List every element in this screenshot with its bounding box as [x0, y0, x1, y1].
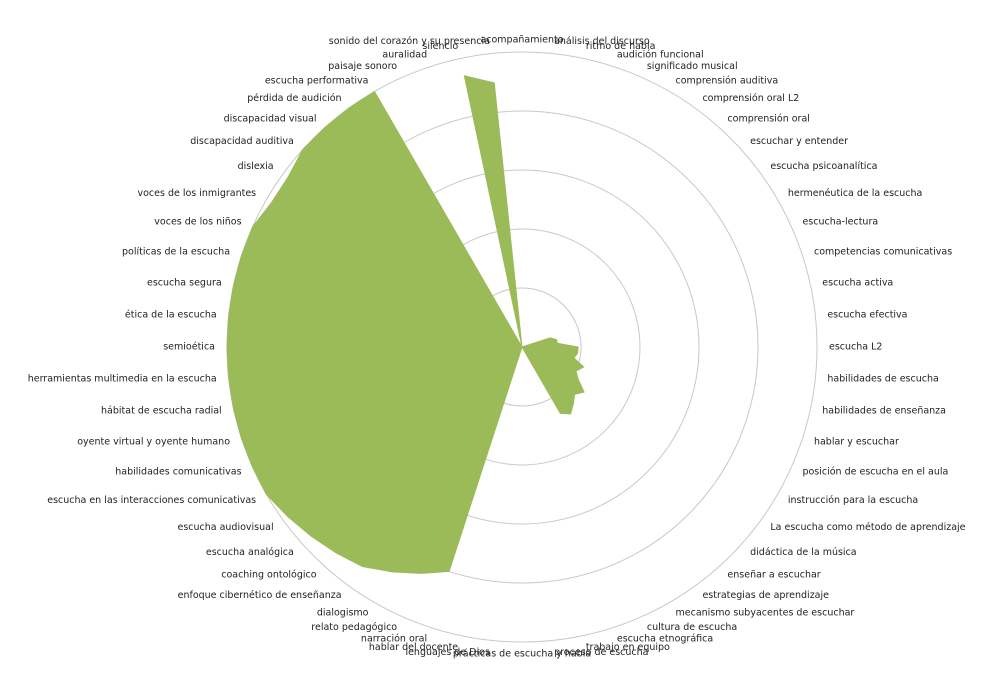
category-label: discapacidad visual — [224, 113, 317, 124]
category-label: habilidades comunicativas — [115, 466, 241, 477]
category-label: lenguajes de Dios — [405, 647, 489, 658]
category-label: voces de los niños — [154, 217, 241, 228]
category-label: narración oral — [361, 633, 427, 644]
category-label: mecanismo subyacentes de escuchar — [676, 607, 855, 618]
category-label: hábitat de escucha radial — [101, 405, 222, 416]
category-label: oyente virtual y oyente humano — [77, 436, 230, 447]
category-label: escucha-lectura — [802, 217, 878, 228]
category-label: pérdida de audición — [247, 93, 341, 104]
category-label: coaching ontológico — [221, 570, 317, 581]
category-label: escucha audiovisual — [177, 522, 273, 533]
category-label: escucha segura — [147, 278, 222, 289]
category-label: políticas de la escucha — [122, 247, 230, 258]
category-label: didáctica de la música — [750, 547, 856, 558]
category-label: escucha psicoanalítica — [770, 161, 877, 172]
category-label: paisaje sonoro — [328, 61, 397, 72]
category-label: hermenéutica de la escucha — [788, 188, 923, 199]
category-label: silencio — [422, 41, 458, 52]
category-label: escucha analógica — [206, 547, 294, 558]
category-label: competencias comunicativas — [814, 247, 952, 258]
category-label: escucha L2 — [829, 342, 882, 353]
category-label: prácticas de escucha y habla — [453, 649, 591, 660]
category-label: habilidades de escucha — [827, 374, 939, 385]
category-label: hablar del docente — [369, 642, 458, 653]
category-label: escucha performativa — [265, 76, 369, 87]
category-label: ritmo de habla — [586, 41, 656, 52]
category-label: ética de la escucha — [125, 309, 217, 320]
category-label: audición funcional — [617, 50, 704, 61]
category-label: discapacidad auditiva — [190, 136, 294, 147]
category-label: cultura de escucha — [647, 622, 737, 633]
category-label: habilidades de enseñanza — [822, 405, 946, 416]
category-label: auralidad — [382, 50, 427, 61]
category-label: proceso de escucha — [554, 647, 648, 658]
category-label: herramientas multimedia en la escucha — [28, 374, 217, 385]
radar-area — [226, 75, 585, 574]
category-label: trabajo en equipo — [586, 642, 670, 653]
category-label: acompañamiento — [480, 35, 563, 46]
category-label: escucha etnográfica — [617, 633, 713, 644]
category-label: relato pedagógico — [311, 622, 397, 633]
category-label: escucha efectiva — [827, 309, 907, 320]
category-label: La escucha como método de aprendizaje — [770, 522, 965, 533]
category-label: hablar y escuchar — [814, 436, 899, 447]
category-label: escucha en las interacciones comunicativ… — [47, 495, 256, 506]
category-label: enfoque cibernético de enseñanza — [178, 590, 342, 601]
category-label: comprensión oral L2 — [702, 93, 799, 104]
category-label: voces de los inmigrantes — [137, 188, 256, 199]
category-label: escucha activa — [822, 278, 893, 289]
category-label: análisis del discurso — [554, 36, 650, 47]
category-label: semioética — [163, 342, 215, 353]
category-label: estrategias de aprendizaje — [702, 590, 829, 601]
category-label: enseñar a escuchar — [727, 570, 820, 581]
category-label: instrucción para la escucha — [788, 495, 918, 506]
category-label: posición de escucha en el aula — [802, 466, 948, 477]
category-label: dislexia — [238, 161, 274, 172]
category-label: sonido del corazón y su presencia — [329, 36, 490, 47]
category-label: comprensión auditiva — [676, 76, 779, 87]
category-label: comprensión oral — [727, 113, 810, 124]
category-label: escuchar y entender — [750, 136, 848, 147]
category-label: significado musical — [647, 61, 738, 72]
category-label: dialogismo — [317, 607, 369, 618]
